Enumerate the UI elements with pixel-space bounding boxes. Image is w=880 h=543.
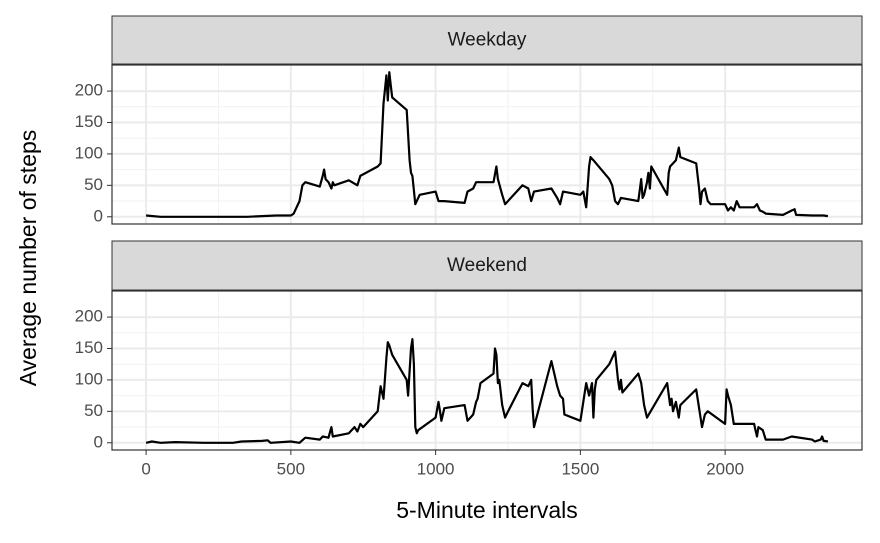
y-tick-label: 50: [84, 401, 103, 420]
y-tick-label: 0: [94, 432, 103, 451]
y-axis-label: Average number of steps: [15, 130, 41, 387]
x-tick-label: 500: [277, 459, 305, 478]
y-tick-label: 150: [75, 112, 103, 131]
panel-border: [111, 64, 863, 225]
x-tick-label: 0: [141, 459, 150, 478]
x-axis-label: 5-Minute intervals: [396, 497, 578, 523]
panel: [112, 291, 862, 450]
strip-label: Weekend: [447, 255, 527, 276]
data-line: [146, 71, 829, 218]
panel: [112, 65, 862, 224]
x-tick-label: 1000: [417, 459, 455, 478]
y-tick-label: 100: [75, 143, 103, 162]
strip-label: Weekday: [448, 30, 527, 51]
strip: [111, 15, 863, 65]
y-tick-label: 0: [94, 206, 103, 225]
strip: [111, 240, 863, 291]
panel-border: [111, 290, 863, 451]
y-tick-label: 200: [75, 81, 103, 100]
x-tick-label: 1500: [561, 459, 599, 478]
x-tick-label: 2000: [706, 459, 744, 478]
y-tick-label: 50: [84, 175, 103, 194]
data-line: [145, 338, 829, 444]
y-tick-label: 100: [75, 369, 103, 388]
y-tick-label: 150: [75, 338, 103, 357]
y-tick-label: 200: [75, 307, 103, 326]
